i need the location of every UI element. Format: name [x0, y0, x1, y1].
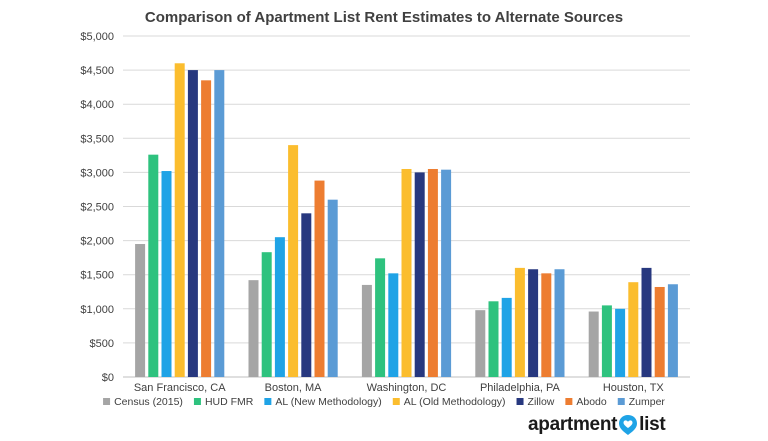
- bar: [427, 168, 438, 377]
- legend-swatch: [103, 398, 111, 405]
- bar: [248, 280, 259, 377]
- apartment-list-logo: apartment list: [528, 412, 666, 438]
- bar: [601, 305, 612, 377]
- bar: [288, 145, 299, 377]
- bar: [654, 286, 665, 377]
- logo-text-right: list: [639, 414, 666, 435]
- bar: [314, 180, 325, 377]
- legend-swatch: [565, 398, 573, 405]
- y-tick-label: $1,000: [80, 304, 114, 316]
- bar: [161, 171, 172, 377]
- bar: [514, 267, 525, 377]
- legend-label: AL (Old Methodology): [404, 396, 506, 408]
- y-tick-label: $1,500: [80, 270, 114, 282]
- chart-title: Comparison of Apartment List Rent Estima…: [145, 9, 623, 26]
- bar: [501, 297, 512, 377]
- legend-swatch: [617, 398, 625, 405]
- y-tick-label: $4,500: [80, 65, 114, 77]
- x-category-label: Houston, TX: [603, 382, 665, 394]
- y-tick-label: $3,000: [80, 167, 114, 179]
- bar: [301, 213, 312, 377]
- legend-swatch: [193, 398, 201, 405]
- bar: [588, 311, 599, 377]
- bar: [667, 284, 678, 377]
- bar: [541, 273, 552, 377]
- y-tick-label: $4,000: [80, 99, 114, 111]
- legend-label: AL (New Methodology): [275, 396, 381, 408]
- bar: [214, 70, 225, 377]
- bar: [554, 269, 565, 377]
- y-tick-label: $0: [102, 372, 114, 384]
- bar: [441, 169, 452, 377]
- bar: [201, 80, 212, 377]
- legend-label: HUD FMR: [205, 396, 254, 408]
- y-tick-label: $2,000: [80, 236, 114, 248]
- map-pin-heart-icon: [619, 415, 638, 435]
- x-category-label: Washington, DC: [367, 382, 447, 394]
- logo-text-left: apartment: [528, 414, 618, 435]
- bar: [261, 252, 272, 377]
- bar: [375, 258, 386, 377]
- legend-label: Zillow: [528, 396, 555, 408]
- legend-swatch: [392, 398, 400, 405]
- bar: [528, 269, 539, 377]
- x-category-label: Boston, MA: [265, 382, 323, 394]
- x-category-label: San Francisco, CA: [134, 382, 226, 394]
- legend-swatch: [516, 398, 524, 405]
- legend-swatch: [264, 398, 272, 405]
- bar: [414, 172, 425, 377]
- bar: [174, 63, 185, 377]
- bar: [475, 310, 486, 377]
- legend-label: Zumper: [629, 396, 666, 408]
- legend-label: Census (2015): [114, 396, 183, 408]
- y-tick-label: $5,000: [80, 31, 114, 43]
- bar: [148, 154, 159, 377]
- y-tick-label: $500: [90, 338, 114, 350]
- bar: [615, 308, 626, 377]
- y-tick-label: $3,500: [80, 133, 114, 145]
- y-tick-label: $2,500: [80, 202, 114, 214]
- x-category-label: Philadelphia, PA: [480, 382, 561, 394]
- bar: [135, 244, 146, 377]
- bar: [641, 267, 652, 377]
- bar: [327, 199, 338, 377]
- bar: [274, 237, 285, 377]
- bar: [488, 301, 499, 377]
- bar: [361, 284, 372, 377]
- bar: [628, 282, 639, 377]
- bar: [187, 70, 198, 377]
- legend-label: Abodo: [576, 396, 607, 408]
- bar: [401, 168, 412, 377]
- bar: [388, 273, 399, 377]
